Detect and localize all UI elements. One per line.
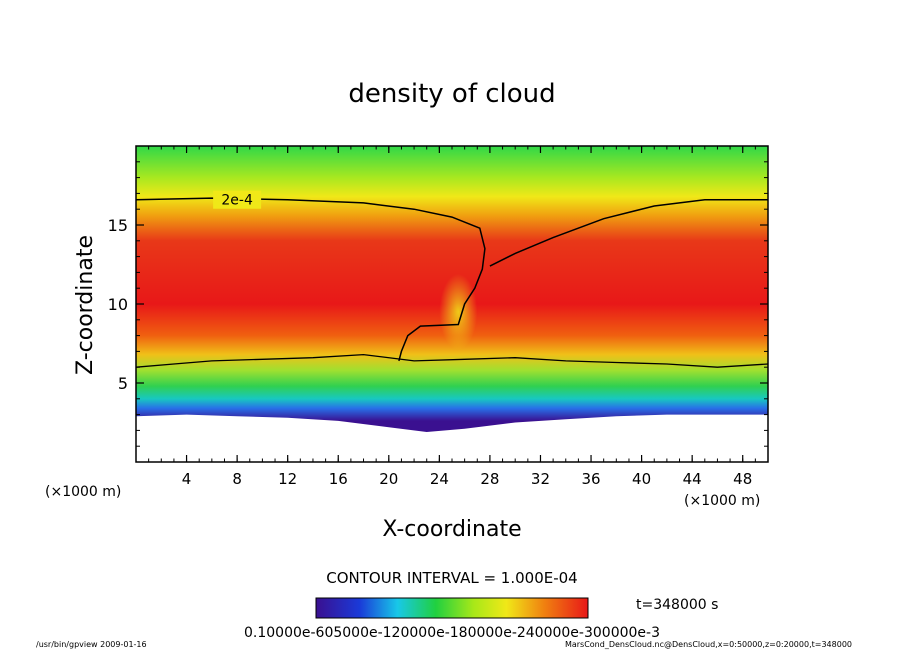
x-tick-label: 24 [430,470,449,488]
x-tick-label: 40 [632,470,651,488]
chart-title: density of cloud [348,79,555,109]
y-axis-label: Z-coordinate [73,235,98,375]
footer-right: MarsCond_DensCloud.nc@DensCloud,x=0:5000… [564,640,852,649]
footer-left: /usr/bin/gpview 2009-01-16 [36,640,147,649]
y-axis: 5 10 15 [108,161,768,447]
y-tick-label: 5 [118,374,128,393]
contour-line-lower [136,353,768,368]
x-tick-label: 4 [182,470,192,488]
contour-label: 2e-4 [221,193,253,209]
cloud-free-region [136,414,768,462]
x-tick-label: 32 [531,470,550,488]
plot-area [136,146,768,462]
x-tick-label: 44 [683,470,702,488]
x-tick-label: 36 [581,470,600,488]
y-tick-label: 15 [108,216,128,235]
contour-label-background [213,190,262,209]
x-axis-unit-left: (×1000 m) [45,484,121,500]
contour-line-2e-4 [136,197,486,362]
colorbar-labels: 0.10000e-605000e-120000e-180000e-240000e… [244,625,660,641]
y-tick-label: 10 [108,295,128,314]
density-plume [439,273,478,350]
x-axis-unit-right: (×1000 m) [684,493,760,509]
time-label: t=348000 s [636,597,718,613]
x-tick-label: 12 [278,470,297,488]
contour-interval: CONTOUR INTERVAL = 1.000E-04 [326,569,577,587]
x-tick-label: 28 [480,470,499,488]
x-tick-label: 8 [232,470,242,488]
colorbar [315,597,589,619]
x-tick-label: 16 [329,470,348,488]
contour-line-2e-4-right [489,198,768,267]
x-tick-label: 48 [733,470,752,488]
x-axis: 4 8 12 16 20 24 28 32 36 40 44 48 [148,146,756,488]
x-tick-label: 20 [379,470,398,488]
x-axis-label: X-coordinate [382,517,521,542]
